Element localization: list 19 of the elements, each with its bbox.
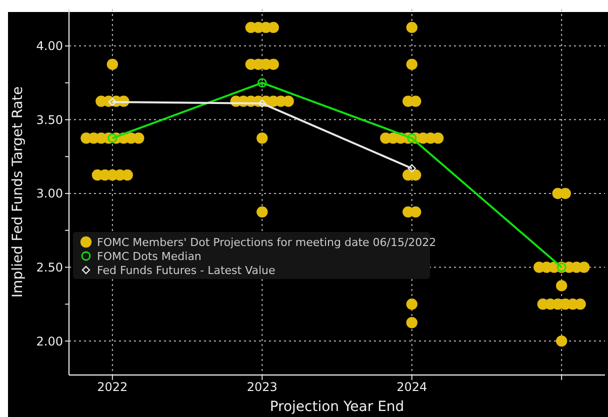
x-tick-label: 2024 [396, 380, 428, 394]
point [407, 133, 417, 143]
y-tick-label: 3.00 [36, 186, 63, 201]
y-tick-label: 4.00 [36, 39, 63, 54]
point [108, 98, 117, 106]
x-axis-title: Projection Year End [270, 399, 404, 415]
y-tick-label: 3.50 [36, 112, 63, 127]
x-tick-label: 2023 [246, 380, 278, 394]
y-tick-label: 2.50 [36, 260, 63, 274]
point [108, 133, 118, 143]
legend-label: Fed Funds Futures - Latest Value [97, 264, 276, 277]
point [257, 78, 267, 88]
y-tick-label: 2.00 [36, 334, 63, 348]
point [258, 99, 266, 108]
y-axis-title: Implied Fed Funds Target Rate [10, 86, 26, 298]
x-tick-label: 2022 [97, 380, 128, 394]
legend-label: FOMC Members' Dot Projections for meeting date 06/15/2022 [97, 236, 436, 249]
point [408, 164, 416, 172]
legend-label: FOMC Dots Median [97, 250, 202, 263]
